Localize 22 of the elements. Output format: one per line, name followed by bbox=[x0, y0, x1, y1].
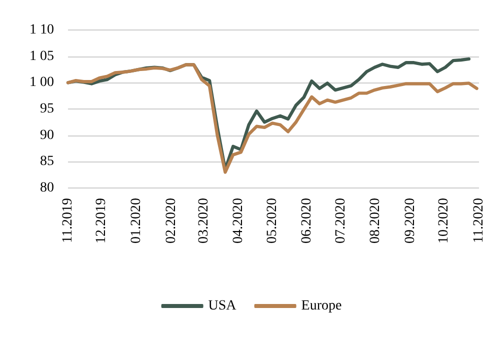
x-tick-label: 10.2020 bbox=[436, 198, 452, 244]
y-tick-label: 1 05 bbox=[30, 48, 54, 64]
legend-label: Europe bbox=[301, 298, 342, 314]
x-tick-label: 01.2020 bbox=[129, 198, 144, 244]
x-tick-label: 05.2020 bbox=[264, 198, 280, 244]
x-tick-label: 11.2019 bbox=[60, 198, 76, 243]
x-tick-label: 08.2020 bbox=[368, 198, 384, 244]
x-tick-label: 11.2020 bbox=[472, 198, 486, 243]
y-tick-label: 1 10 bbox=[30, 22, 54, 38]
y-tick-label: 1 00 bbox=[30, 75, 54, 90]
x-tick-label: 09.2020 bbox=[403, 198, 418, 244]
x-tick-label: 03.2020 bbox=[196, 198, 212, 244]
legend-label: USA bbox=[208, 298, 238, 314]
x-tick-label: 07.2020 bbox=[333, 198, 348, 244]
x-tick-label: 04.2020 bbox=[231, 198, 246, 244]
y-tick-label: 95 bbox=[40, 102, 54, 116]
x-tick-label: 12.2019 bbox=[94, 198, 110, 244]
y-tick-label: 80 bbox=[40, 180, 54, 196]
x-tick-label: 02.2020 bbox=[164, 198, 179, 244]
x-tick-label: 06.2020 bbox=[300, 198, 315, 244]
y-tick-label: 85 bbox=[40, 154, 54, 170]
y-tick-label: 90 bbox=[40, 128, 54, 143]
